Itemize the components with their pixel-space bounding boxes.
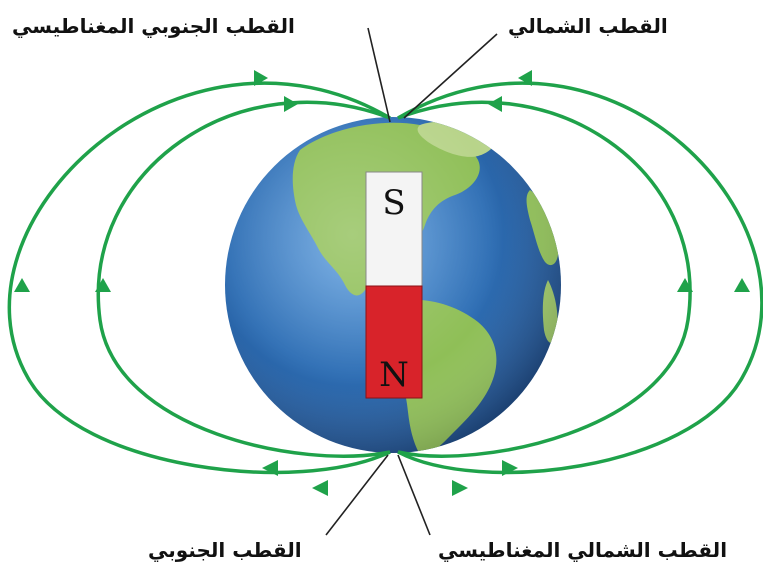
label-magnetic-north-pole: القطب الشمالي المغناطيسي	[438, 538, 728, 562]
bar-magnet: S N	[365, 171, 423, 399]
magnetic-field-lines	[7, 81, 763, 475]
arrow-top-left-outer	[254, 70, 268, 86]
label-pointer-lines	[325, 27, 498, 536]
label-magnetic-south-pole: القطب الجنوبي المغناطيسي	[12, 14, 295, 38]
pointer-magnetic-south	[367, 27, 391, 123]
label-geographic-north-pole: القطب الشمالي	[508, 14, 668, 38]
arrow-right-outer	[734, 278, 750, 292]
arrow-top-right-inner	[488, 96, 502, 112]
magnet-north-letter: N	[379, 355, 409, 395]
arrow-right-inner	[677, 278, 693, 292]
arrow-bottom-left-inner	[262, 460, 278, 476]
pointer-geographic-south	[325, 454, 389, 536]
field-line-left-outer	[7, 81, 391, 475]
arrow-bottom-left-outer	[312, 480, 328, 496]
field-line-right-inner	[397, 100, 692, 458]
magnet-north-half	[365, 285, 423, 399]
field-line-arrows	[14, 70, 750, 496]
magnet-south-letter: S	[382, 183, 405, 223]
pointer-geographic-north	[403, 33, 498, 119]
arrow-top-right-outer	[518, 70, 532, 86]
arrow-bottom-right-outer	[452, 480, 468, 496]
field-line-right-outer	[397, 81, 763, 475]
field-line-left-inner	[96, 100, 391, 458]
arrow-bottom-right-inner	[502, 460, 518, 476]
arrow-left-inner	[95, 278, 111, 292]
arrow-left-outer	[14, 278, 30, 292]
pointer-magnetic-north	[397, 454, 431, 536]
arrow-top-left-inner	[284, 96, 298, 112]
label-geographic-south-pole: القطب الجنوبي	[148, 538, 302, 562]
